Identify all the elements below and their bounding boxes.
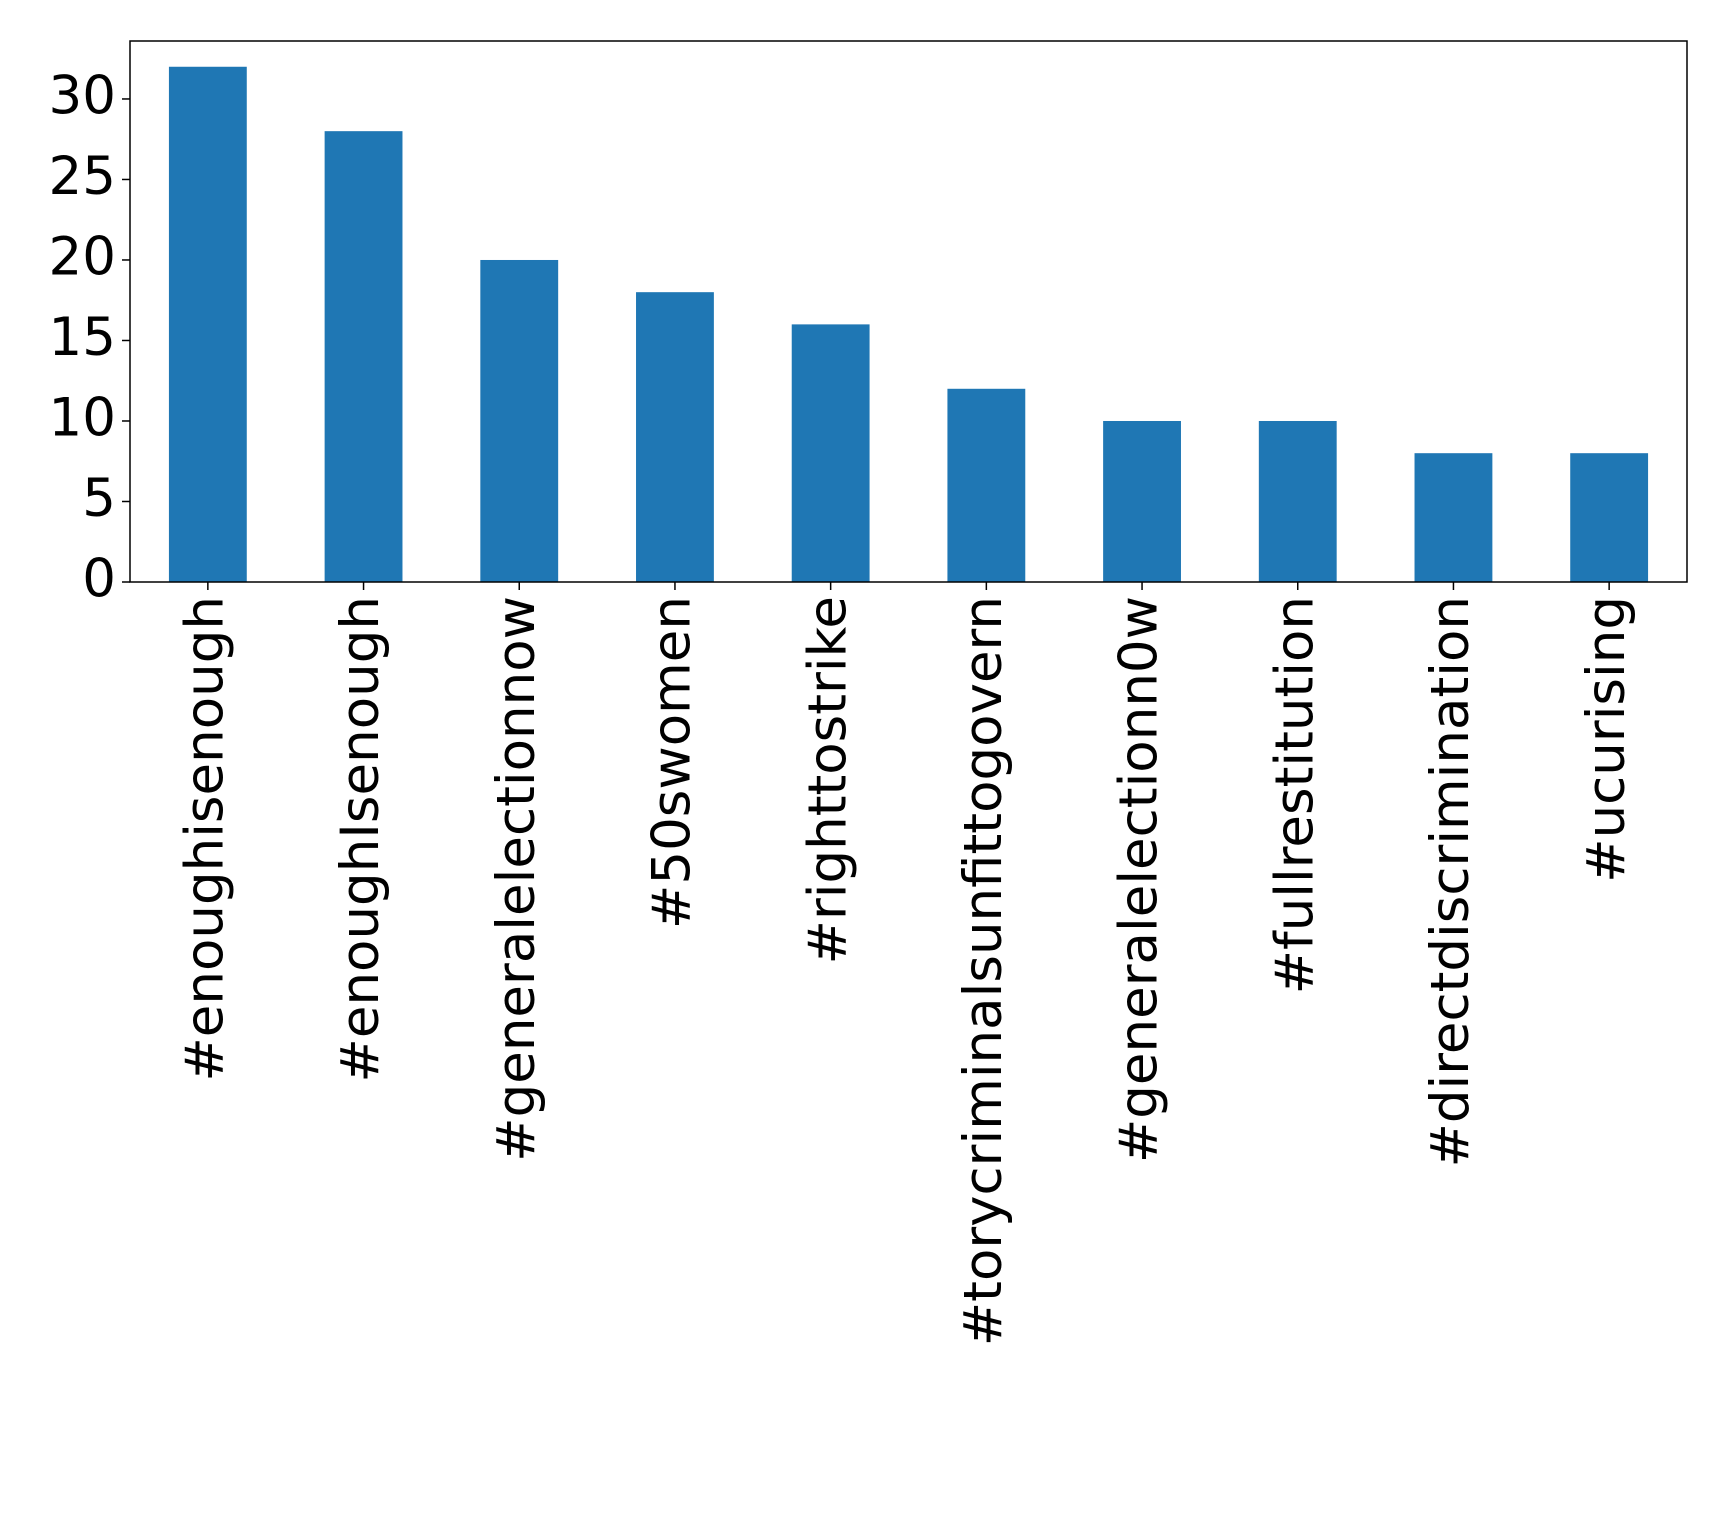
bar xyxy=(947,388,1026,582)
y-tick-label: 20 xyxy=(49,227,116,288)
y-tick-label: 30 xyxy=(49,66,116,127)
x-tick-label: #torycriminalsunfittogovern xyxy=(953,596,1014,1346)
bar xyxy=(1258,420,1337,582)
x-tick-label: #50swomen xyxy=(642,596,703,929)
bar xyxy=(791,324,870,582)
x-tick-label: #generalelectionnow xyxy=(486,596,547,1162)
plot-frame xyxy=(129,40,1688,583)
x-tick-label: #enoughisenough xyxy=(174,596,235,1082)
bar xyxy=(1414,453,1493,582)
bar xyxy=(480,259,559,582)
bar xyxy=(324,131,403,582)
y-tick-label: 5 xyxy=(82,468,116,529)
x-tick-label: #directdiscrimination xyxy=(1420,596,1481,1168)
bar xyxy=(168,66,247,582)
x-tick-label: #ucurising xyxy=(1576,596,1637,883)
y-tick-label: 10 xyxy=(49,388,116,449)
bar xyxy=(1570,453,1649,582)
x-tick-label: #generalelectionn0w xyxy=(1109,596,1170,1163)
x-tick-label: #fullrestitution xyxy=(1264,596,1325,994)
y-tick-label: 25 xyxy=(49,146,116,207)
y-tick-label: 15 xyxy=(49,307,116,368)
x-tick-label: #enoughIsenough xyxy=(330,596,391,1083)
bar xyxy=(636,292,714,582)
x-tick-label: #righttostrike xyxy=(797,596,858,964)
y-tick-label: 0 xyxy=(82,549,116,610)
bar xyxy=(1103,420,1181,582)
